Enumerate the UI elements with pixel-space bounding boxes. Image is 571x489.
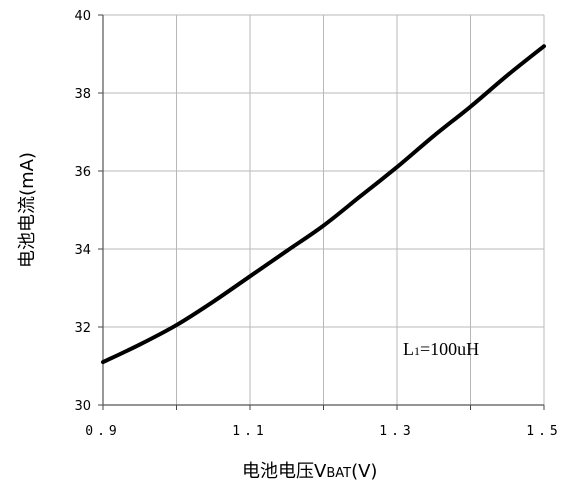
y-tick-label: 40 bbox=[74, 9, 91, 24]
axes bbox=[98, 14, 545, 410]
y-tick-label: 36 bbox=[74, 165, 91, 180]
y-tick-label: 38 bbox=[74, 87, 91, 102]
y-tick-label: 32 bbox=[74, 321, 91, 336]
x-tick-label: 0.9 bbox=[85, 424, 120, 439]
x-axis-label: 电池电压VBAT(V) bbox=[242, 461, 377, 482]
annotation-label: L1=100uH bbox=[403, 339, 479, 359]
x-tick-label: 1.5 bbox=[526, 424, 561, 439]
x-tick-label: 1.3 bbox=[379, 424, 414, 439]
x-tick-label: 1.1 bbox=[232, 424, 267, 439]
y-tick-label: 30 bbox=[74, 399, 91, 414]
series-line bbox=[101, 44, 546, 365]
y-tick-label: 34 bbox=[74, 243, 91, 258]
y-axis-label: 电池电流(mA) bbox=[17, 152, 38, 268]
tick-labels: 0.9 1.1 1.3 1.5 30 32 34 36 38 40 bbox=[74, 9, 561, 439]
